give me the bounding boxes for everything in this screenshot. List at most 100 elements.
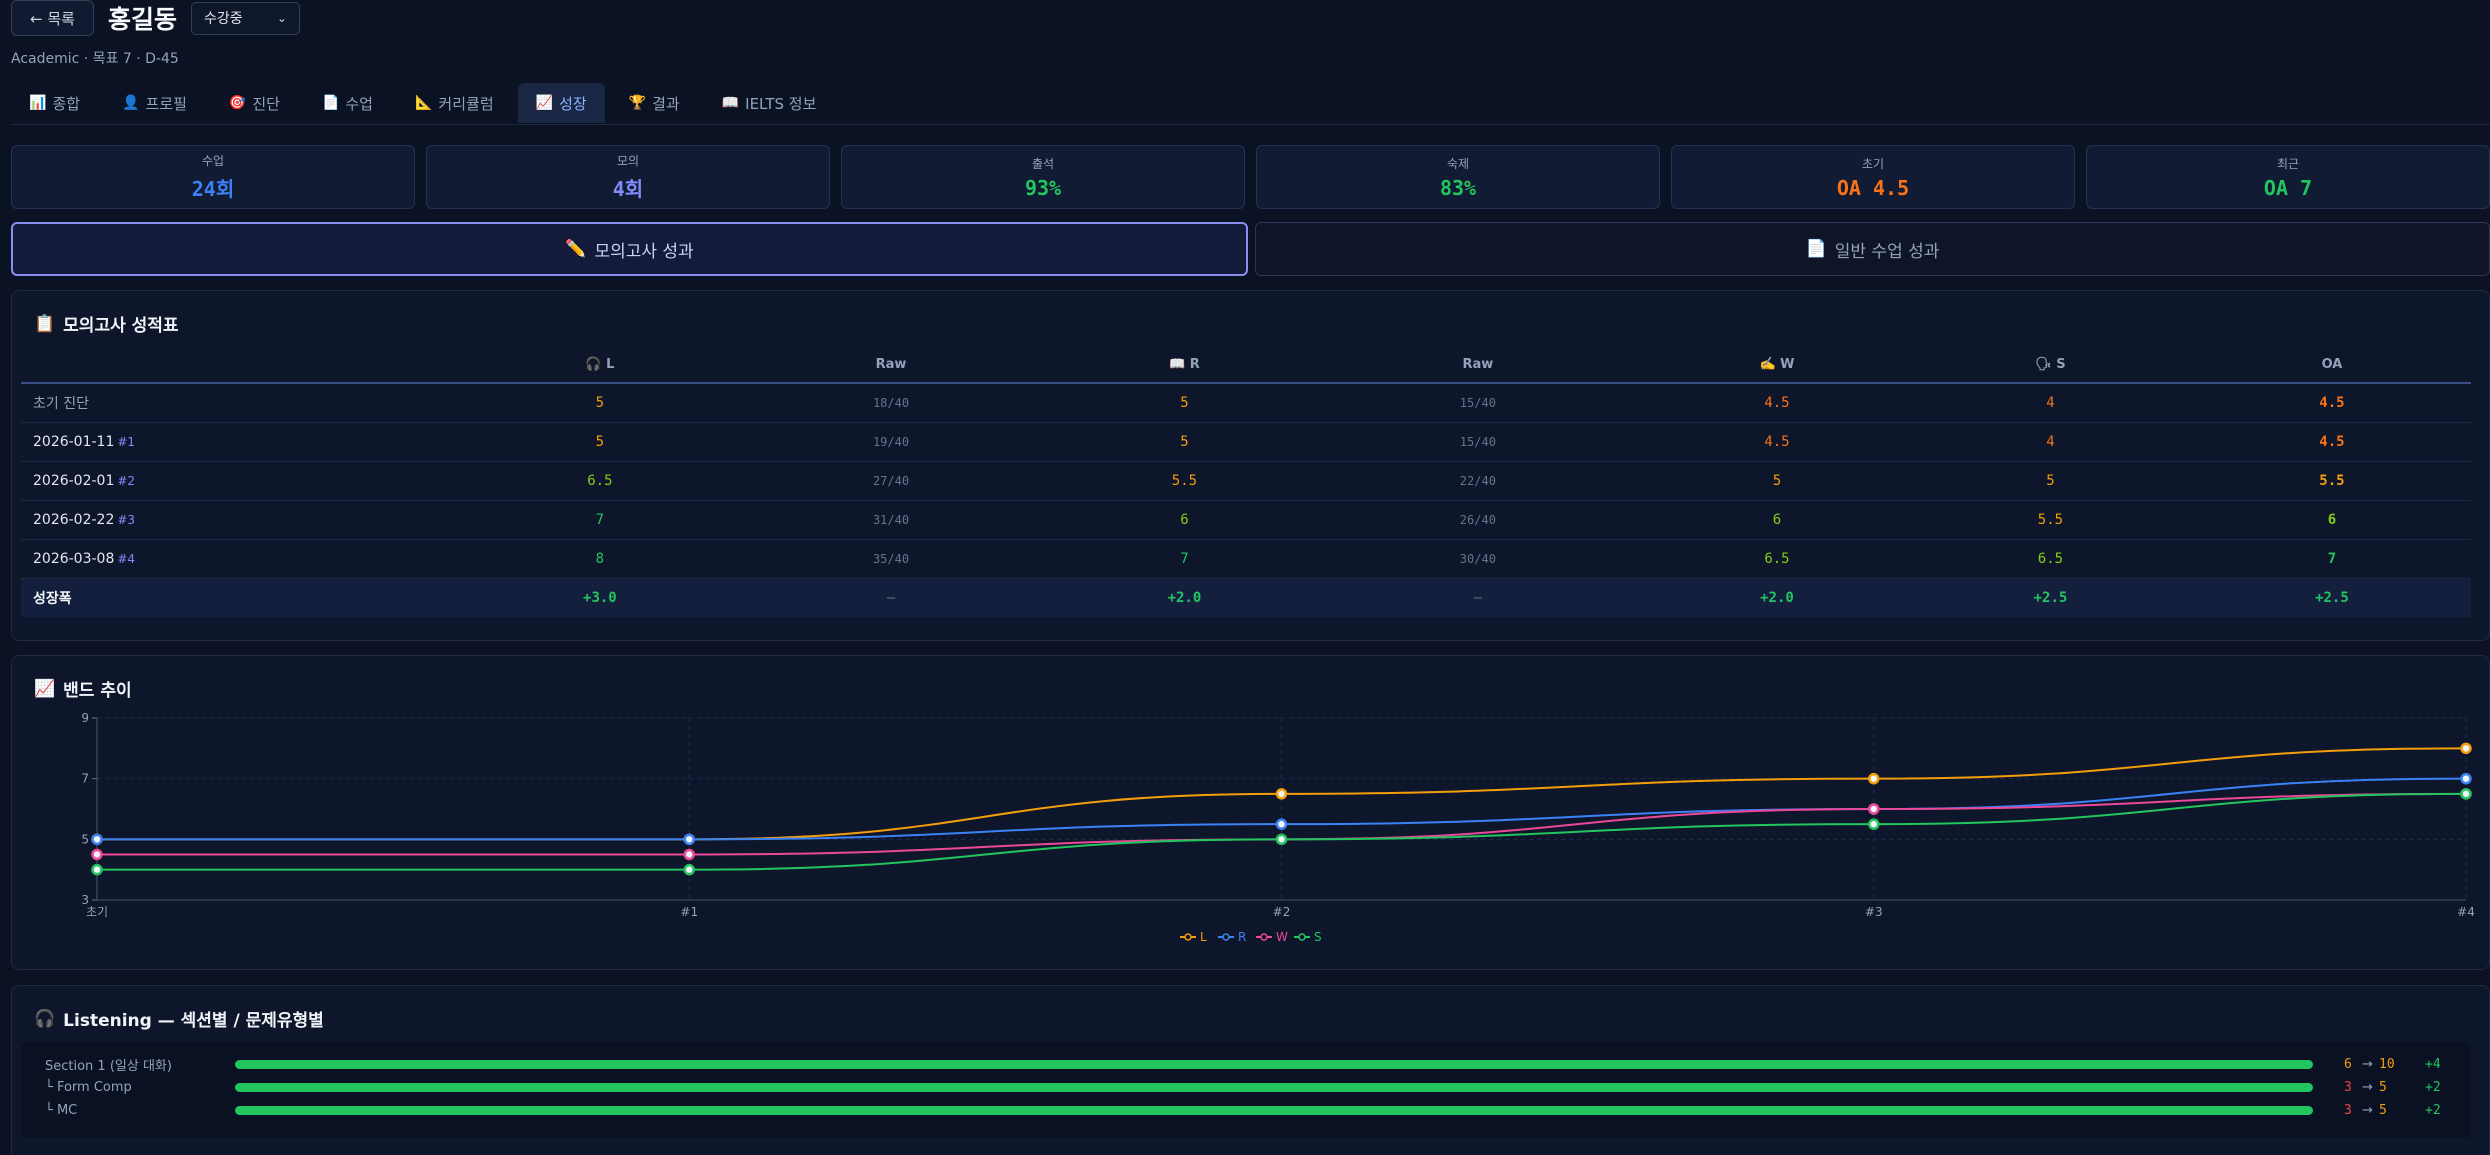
clipboard-icon: 📋 [34,313,56,334]
stat-value: 4회 [612,177,644,201]
tab-label: 수업 [345,94,373,113]
column-header [21,346,477,384]
arrow-right-icon: → [2362,1102,2373,1118]
score-cell-rraw: 15/40 [1309,422,1646,462]
tab-label: 종합 [52,94,81,113]
score-table: 🎧 L Raw 📖 R Raw ✍️ W 🗣 S OA 초기 진단 5 18/40 5 15/40 4… [21,346,2471,617]
row-mock-number: #1 [117,434,136,449]
tab-label: 프로필 [145,94,187,113]
row-mock-number: #2 [117,473,136,488]
tab-5[interactable]: 📐 커리큘럼 [397,83,512,123]
tab-2[interactable]: 👤 프로필 [104,83,205,123]
stat-label: 모의 [616,154,640,168]
trophy-icon: 🏆 [628,95,647,111]
tab-bar: 📊 종합 👤 프로필 🎯 진단 📄 수업 📐 커리큘럼 📈 성장 🏆 결과 📖 IELTS 정보 [11,83,2490,125]
growth-label: 성장폭 [21,578,477,617]
status-select-value: 수강중 [203,11,243,27]
growth-cell-w: +2.0 [1645,578,1909,617]
listening-from-score: 6 [2344,1056,2352,1072]
score-cell-w: 5 [1645,461,1909,501]
band-trend-title: 📈 밴드 추이 [34,676,132,702]
growth-cell-lraw: — [722,578,1060,617]
score-table-header-row: 🎧 L Raw 📖 R Raw ✍️ W 🗣 S OA [21,346,2471,384]
regular-class-toggle-label: 일반 수업 성과 [1834,241,1940,262]
band-trend-panel: 📈 밴드 추이 [11,655,2490,970]
row-date: 2026-03-08 [33,550,115,567]
mock-exam-toggle-button[interactable]: ✏️ 모의고사 성과 [11,222,1248,276]
score-cell-rraw: 22/40 [1309,461,1646,501]
listening-to-score: 5 [2379,1102,2387,1118]
tab-4[interactable]: 📄 수업 [304,83,391,123]
score-cell-l: 6.5 [476,461,723,501]
tab-label: 성장 [559,94,587,113]
score-cell-rraw: 15/40 [1309,383,1646,423]
listening-delta: +2 [2425,1079,2441,1095]
column-header: ✍️ W [1645,346,1909,384]
listening-row: └ MC 3 → 5 +2 [21,1099,2471,1121]
regular-class-toggle-button[interactable]: 📄 일반 수업 성과 [1255,222,2490,276]
row-mock-number: #3 [117,512,136,527]
column-header: 📖 R [1059,346,1310,384]
tab-8[interactable]: 📖 IELTS 정보 [704,83,835,123]
score-cell-l: 8 [476,539,723,579]
stat-card: 숙제 83% [1256,145,1660,209]
score-cell-oa: 6 [2192,500,2471,540]
listening-delta: +2 [2425,1102,2441,1118]
listening-title-text: Listening — 섹션별 / 문제유형별 [63,1011,324,1031]
score-cell-l: 5 [476,422,723,462]
score-cell-s: 6.5 [1908,539,2193,579]
ruler-icon: 📐 [414,95,433,111]
stat-label: 초기 [1861,156,1885,171]
score-cell-rraw: 30/40 [1309,539,1646,579]
chevron-down-icon: ⌄ [276,11,287,25]
tab-3[interactable]: 🎯 진단 [211,83,298,123]
growth-cell-l: +3.0 [476,578,723,617]
headphones-icon: 🎧 [34,1008,56,1029]
target-icon: 🎯 [228,95,247,111]
document-icon: 📄 [1805,239,1827,259]
table-row: 2026-01-11 #1 5 19/40 5 15/40 4.5 4 4.5 [21,422,2471,462]
score-cell-oa: 5.5 [2192,461,2471,501]
status-select[interactable]: 수강중 ⌄ [190,1,300,35]
book-icon: 📖 [721,95,740,111]
table-row: 2026-02-01 #2 6.5 27/40 5.5 22/40 5 5 5.5 [21,461,2471,501]
pencil-icon: ✏️ [565,239,587,259]
row-date: 2026-02-01 [33,472,115,489]
listening-progress-bar [235,1105,2313,1115]
tab-1[interactable]: 📊 종합 [11,83,98,123]
stat-value: OA 4.5 [1836,175,1910,200]
listening-delta: +4 [2425,1056,2441,1072]
score-cell-r: 5 [1059,422,1310,462]
growth-cell-oa: +2.5 [2192,578,2471,617]
listening-progress-bar [235,1082,2313,1092]
listening-from-score: 3 [2344,1079,2352,1095]
stat-value: 83% [1439,175,1477,200]
stats-row: 수업 24회 모의 4회 출석 93% 숙제 83% 초기 OA 4.5 최근 OA 7 [11,145,2490,209]
growth-cell-rraw: — [1309,578,1646,617]
column-header: Raw [722,346,1060,384]
back-to-list-button[interactable]: ← 목록 [11,0,94,36]
score-cell-oa: 4.5 [2192,422,2471,462]
score-cell-lraw: 18/40 [722,383,1060,423]
score-table-title: 📋 모의고사 성적표 [34,311,179,337]
score-cell-w: 4.5 [1645,383,1909,423]
listening-to-score: 5 [2379,1079,2387,1095]
stat-card: 출석 93% [841,145,1245,209]
score-cell-s: 4 [1908,383,2193,423]
score-cell-s: 5 [1908,461,2193,501]
arrow-right-icon: → [2362,1056,2373,1072]
chart-increasing-icon: 📈 [34,678,56,699]
score-cell-lraw: 19/40 [722,422,1060,462]
row-label: 2026-02-01 #2 [21,461,477,501]
tab-6[interactable]: 📈 성장 [517,83,605,123]
listening-title: 🎧 Listening — 섹션별 / 문제유형별 [34,1006,324,1032]
row-label: 2026-02-22 #3 [21,500,477,540]
row-date: 초기 진단 [33,395,89,412]
top-bar: ← 목록 홍길동 수강중 ⌄ [11,0,300,36]
arrow-right-icon: → [2362,1079,2373,1095]
score-cell-l: 5 [476,383,723,423]
score-cell-s: 4 [1908,422,2193,462]
score-cell-lraw: 31/40 [722,500,1060,540]
tab-7[interactable]: 🏆 결과 [611,83,698,123]
score-cell-r: 5.5 [1059,461,1310,501]
